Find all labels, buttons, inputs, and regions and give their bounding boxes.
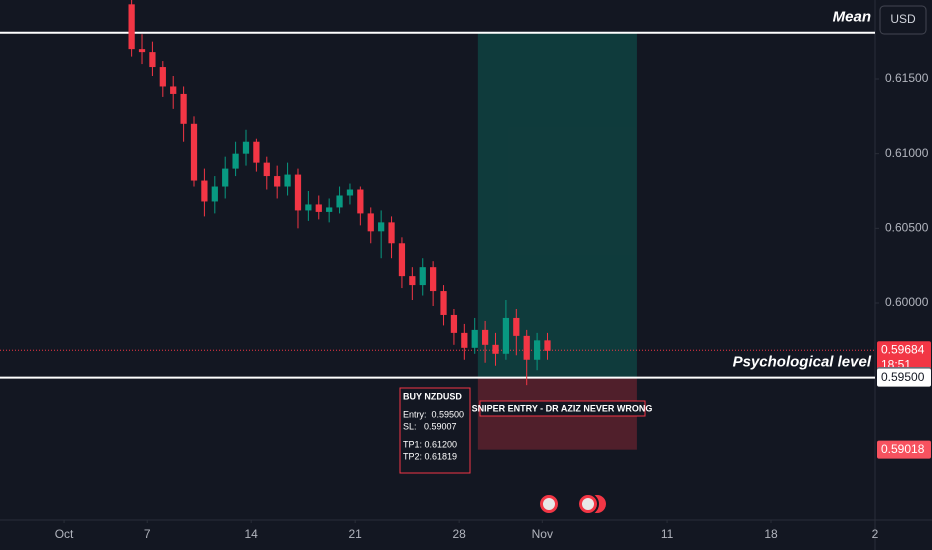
candle-body [263,162,270,177]
note-line: BUY NZDUSD [403,391,462,401]
candle-body [513,317,520,336]
candle-body [419,267,426,286]
candle-body [232,153,239,169]
x-tick-label: Nov [532,527,553,541]
currency-button[interactable] [879,5,927,35]
price-tag-label: 0.59018 [881,442,925,456]
candle-body [242,141,250,154]
note-line: SL: 0.59007 [403,421,457,431]
callout-label: SNIPER ENTRY - DR AZIZ NEVER WRONG [472,403,653,413]
y-tick-label: 0.60500 [885,221,929,235]
event-icon-inner [543,498,555,510]
x-tick-label: Oct [55,527,74,541]
candle-body [315,204,322,212]
candle-body [492,344,499,354]
candle-body [211,186,218,202]
candle-body [294,174,302,211]
note-box [399,387,471,474]
profit-zone [477,32,637,378]
candle-body [378,222,385,232]
note-line: Entry: 0.59500 [403,409,464,419]
x-tick-label: 2 [872,527,879,541]
event-icon-inner [582,498,594,510]
x-tick-label: 28 [452,527,466,541]
candle-body [159,67,166,87]
candle-body [440,291,447,315]
candle-body [398,243,406,277]
event-icons[interactable] [538,493,608,515]
x-tick-label: 14 [245,527,259,541]
candle-body [180,93,187,124]
currency-label[interactable]: USD [890,12,916,26]
y-tick-label: 0.61000 [885,146,929,160]
callout-box [479,400,646,417]
price-tag [877,368,931,387]
price-tag-label: 0.59500 [881,370,925,384]
candle-body [544,340,551,351]
candle-body [461,332,468,348]
candle-body [222,168,229,187]
candle-body [409,276,416,286]
candle-body [128,4,135,50]
candle-body [471,329,478,348]
candle-body [346,189,354,196]
candle-body [502,317,510,354]
x-tick-label: 18 [764,527,778,541]
candle-body [357,189,364,214]
candle-body [326,207,333,212]
candle-body [201,180,208,202]
candle-body [430,267,437,292]
candle-body [450,314,458,333]
price-tag-label: 0.59684 [881,342,925,356]
note-line: TP1: 0.61200 [403,439,457,449]
level-label: Psychological level [733,354,872,371]
x-tick-label: 7 [144,527,151,541]
y-tick-label: 0.61500 [885,71,929,85]
candle-body [138,49,146,53]
level-label: Mean [833,9,871,26]
price-tag [877,341,931,376]
price-tag [877,440,931,459]
y-tick-label: 0.60000 [885,295,929,309]
candle-body [481,329,489,345]
candle-body [149,52,156,68]
candle-body [253,141,260,163]
candle-body [367,213,374,232]
note-line: TP2: 0.61819 [403,451,457,461]
candle-body [190,123,198,181]
candle-body [523,335,530,360]
x-tick-label: 11 [661,527,674,541]
x-tick-label: 21 [348,527,362,541]
candle-body [305,204,312,211]
candle-body [284,174,291,187]
candle-body [388,222,395,244]
candle-body [274,176,281,187]
candle-body [336,195,343,208]
candle-body [533,340,541,360]
candle-body [170,86,177,94]
